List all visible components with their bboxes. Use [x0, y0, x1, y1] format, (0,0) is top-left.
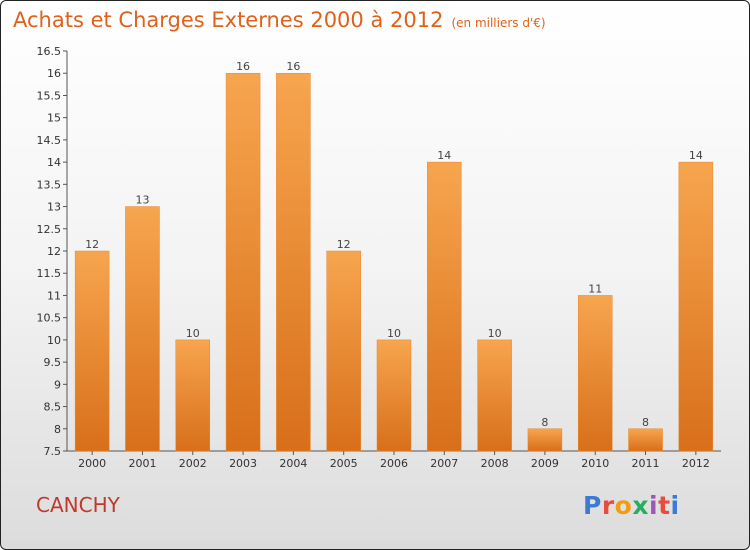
logo-letter: x [632, 491, 649, 520]
bar-2006 [376, 339, 412, 452]
y-tick-label: 15 [47, 112, 61, 125]
x-tick-label: 2004 [279, 457, 307, 470]
x-tick-label: 2005 [330, 457, 358, 470]
y-tick-label: 16.5 [37, 45, 62, 58]
logo-letter: r [601, 491, 615, 520]
logo-letter: i [670, 491, 680, 520]
data-label-2006: 10 [387, 327, 401, 340]
chart-title: Achats et Charges Externes 2000 à 2012 (e… [13, 8, 546, 32]
data-label-2003: 16 [236, 60, 250, 73]
data-label-2001: 13 [135, 194, 149, 207]
x-tick-label: 2001 [128, 457, 156, 470]
y-tick-label: 10.5 [37, 312, 62, 325]
bar-2011 [628, 428, 663, 452]
data-label-2005: 12 [337, 238, 351, 251]
y-tick-label: 7.5 [44, 445, 62, 458]
axes: 7.5 8 8.5 9 9.5 10 10.5 11 11.5 12 12.5 13 13.5 14 14.… [37, 45, 721, 470]
data-label-2012: 14 [689, 149, 703, 162]
x-tick-label: 2011 [632, 457, 660, 470]
y-tick-label: 10 [47, 334, 61, 347]
bar-2004 [276, 72, 311, 452]
data-label-2004: 16 [286, 60, 300, 73]
logo-letter: t [658, 491, 671, 520]
y-tick-label: 14.5 [37, 134, 62, 147]
proxiti-logo[interactable]: Proxiti [583, 491, 680, 520]
bar-2000 [74, 250, 110, 452]
x-tick-label: 2000 [78, 457, 106, 470]
bar-2008 [477, 339, 512, 452]
bar-2002 [175, 339, 211, 452]
y-tick-label: 15.5 [37, 89, 62, 102]
data-label-2007: 14 [437, 149, 451, 162]
y-tick-label: 8 [54, 423, 61, 436]
commune-name: CANCHY [36, 493, 120, 517]
y-tick-label: 12 [47, 245, 61, 258]
logo-letter: i [649, 491, 659, 520]
data-label-2002: 10 [186, 327, 200, 340]
bar-2012 [678, 161, 714, 452]
y-tick-label: 9.5 [44, 356, 62, 369]
bar-2001 [125, 206, 160, 452]
bar-2003 [225, 72, 261, 452]
y-tick-label: 11 [47, 289, 61, 302]
bar-2009 [527, 428, 563, 452]
y-tick-label: 11.5 [37, 267, 62, 280]
x-tick-label: 2003 [229, 457, 257, 470]
y-tick-label: 16 [47, 67, 61, 80]
x-tick-label: 2010 [581, 457, 609, 470]
x-tick-label: 2007 [430, 457, 458, 470]
data-label-2010: 11 [588, 282, 602, 295]
x-tick-label: 2002 [179, 457, 207, 470]
y-tick-label: 8.5 [44, 401, 62, 414]
chart-title-text: Achats et Charges Externes 2000 à 2012 [13, 8, 444, 32]
data-label-2000: 12 [85, 238, 99, 251]
y-tick-label: 12.5 [37, 223, 62, 236]
x-tick-label: 2008 [481, 457, 509, 470]
data-label-2008: 10 [488, 327, 502, 340]
y-tick-label: 13 [47, 201, 61, 214]
bars [74, 72, 714, 452]
y-tick-label: 13.5 [37, 178, 62, 191]
bar-2010 [577, 295, 613, 452]
y-tick-label: 9 [54, 378, 61, 391]
logo-letter: P [583, 491, 602, 520]
y-tick-label: 14 [47, 156, 61, 169]
x-tick-label: 2012 [682, 457, 710, 470]
data-label-2011: 8 [642, 416, 649, 429]
chart-subtitle: (en milliers d'€) [451, 16, 546, 30]
x-tick-label: 2009 [531, 457, 559, 470]
x-tick-label: 2006 [380, 457, 408, 470]
data-labels: 12 13 10 16 16 12 10 14 10 8 11 8 14 [85, 60, 703, 429]
bar-2007 [427, 161, 462, 452]
logo-letter: o [614, 491, 633, 520]
data-label-2009: 8 [541, 416, 548, 429]
bar-2005 [326, 250, 361, 452]
